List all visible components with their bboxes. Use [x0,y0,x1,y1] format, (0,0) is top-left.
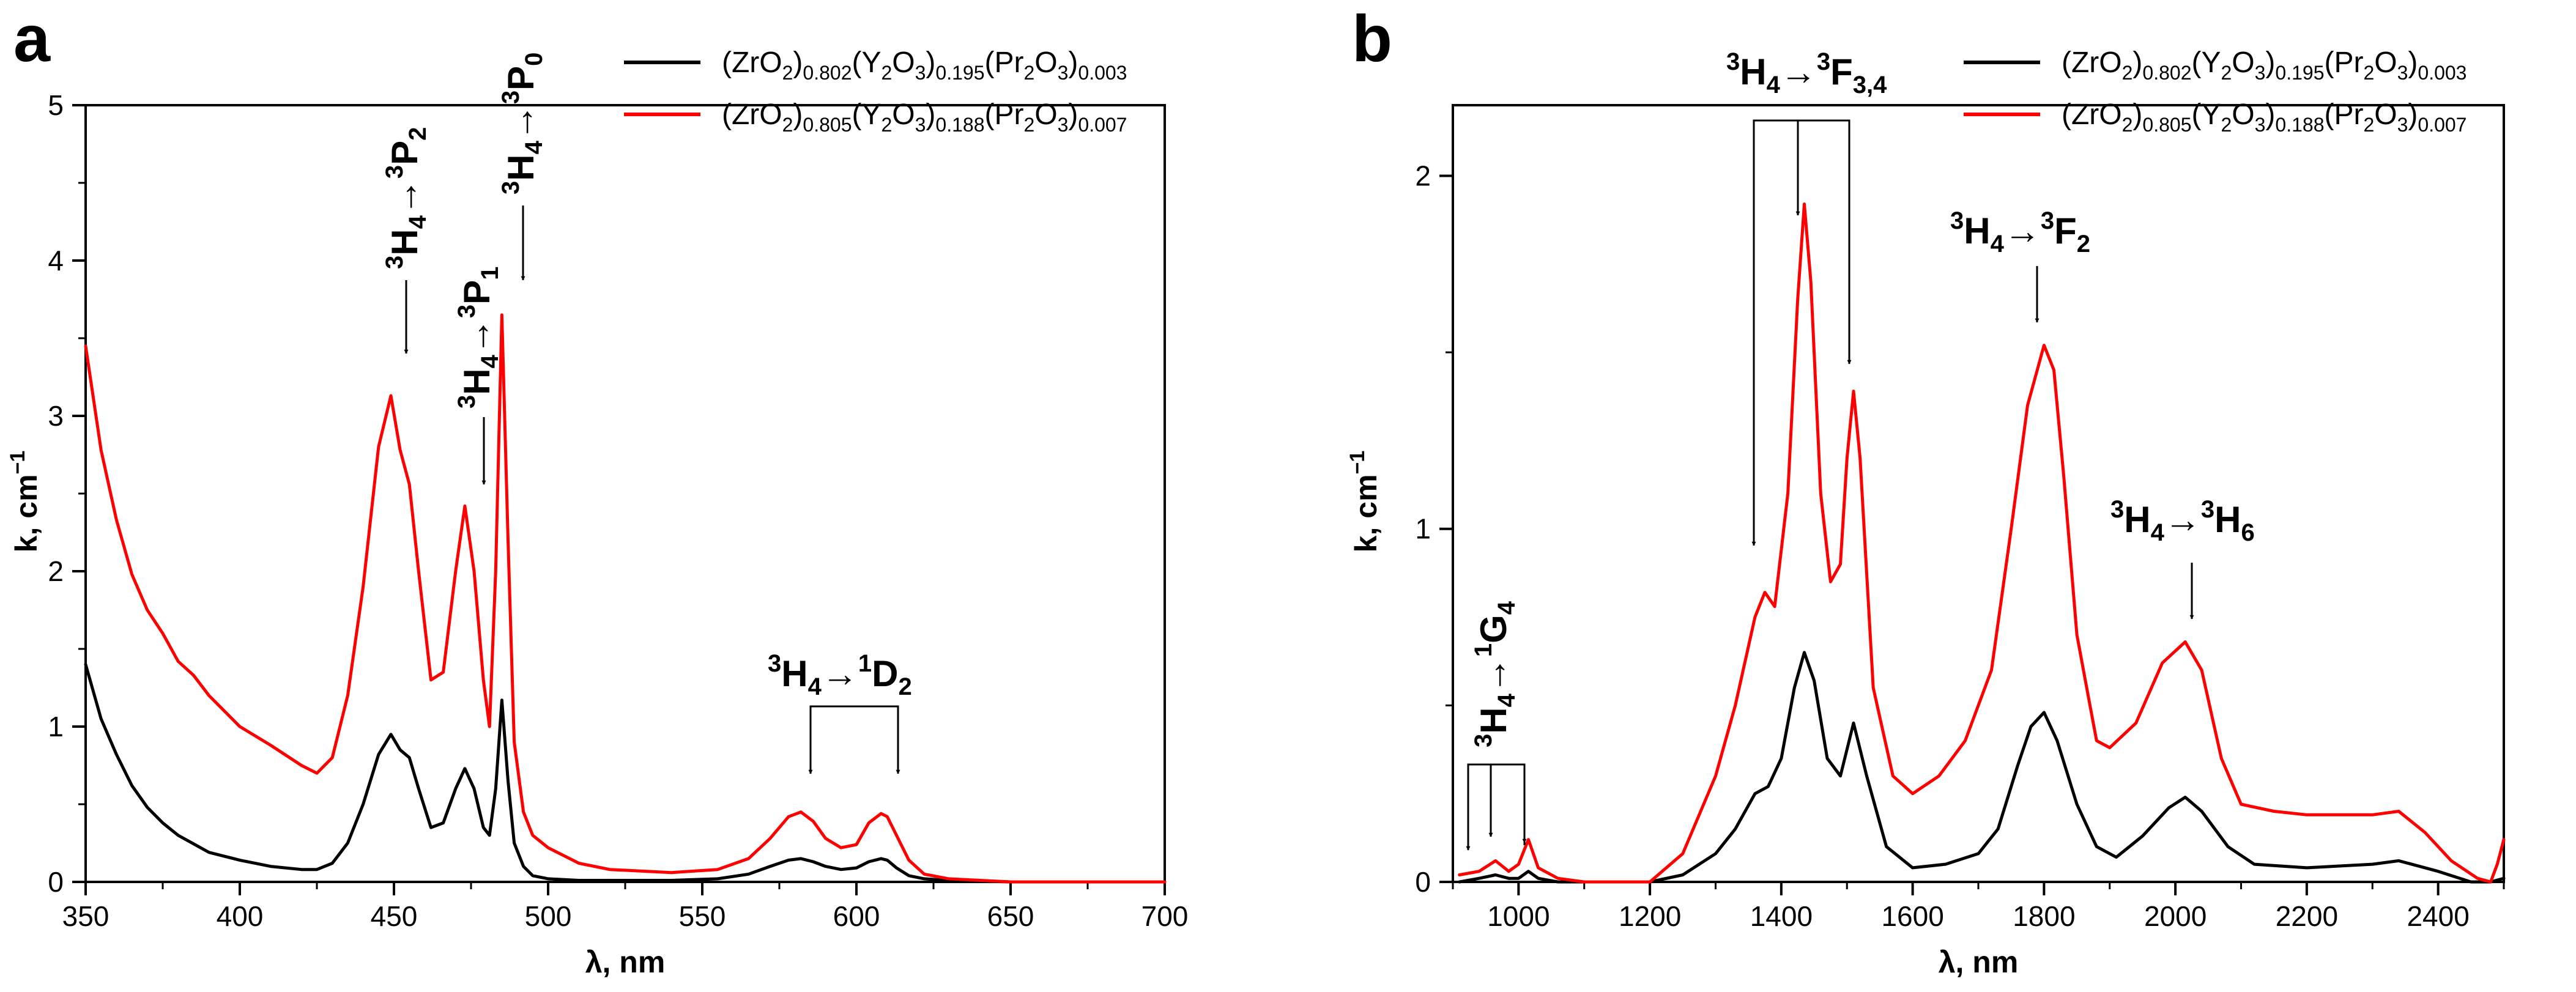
annotation-3H4-1D2: 3H4→1D2 [768,650,912,700]
panel-b-y-tick-label: 2 [1415,160,1431,191]
panel-b-x-tick-label: 2000 [2144,900,2207,932]
panel-b-x-axis-label: λ, nm [1939,945,2019,979]
panel-b-y-tick-label: 0 [1415,866,1431,898]
panel-a-annotations: 3H4→3P2 3H4→3P1 3H4→3P0 3H4→1D2 [381,53,912,774]
panel-a-x-tick-label: 650 [987,900,1034,932]
panel-a: a 350 400 450 500 550 600 650 700 0 1 2 3 4 5 λ, nm k… [6,1,1188,979]
panel-a-plot-frame [84,104,1166,883]
panel-a-series-black-line [84,662,1167,884]
panel-a-y-axis-label-group: k, cm−1 [6,451,43,553]
panel-a-y-tick-label: 1 [48,711,64,742]
panel-a-legend-entry-0: (ZrO2)0.802(Y2O3)0.195(Pr2O3)0.003 [722,46,1127,84]
panel-a-x-tick-label: 450 [371,900,418,932]
panel-a-x-tick-label: 600 [833,900,880,932]
bracket-3F34 [1753,119,1850,538]
bracket-1D2 [809,705,899,764]
annotation-3H4-3H6: 3H4→3H6 [2110,496,2255,546]
bracket-1G4 [1467,763,1526,845]
panel-b-y-axis-label-group: k, cm−1 [1346,451,1383,553]
panel-b-curves [1458,202,2506,884]
panel-b-axes: 1000 1200 1400 1600 1800 2000 2200 2400 0 1 2 [1415,160,2505,932]
panel-a-y-tick-label: 3 [48,400,64,432]
panel-b-x-tick-label: 2200 [2276,900,2338,932]
panel-a-y-tick-label: 5 [48,89,64,121]
panel-b-x-tick-label: 1200 [1619,900,1681,932]
annotation-3H4-3P0: 3H4→3P0 [497,53,547,194]
panel-b-y-tick-label: 1 [1415,513,1431,545]
panel-a-series-red-line [84,313,1167,884]
panel-b-x-tick-label: 1400 [1750,900,1813,932]
panel-a-x-tick-label: 500 [525,900,572,932]
panel-a-y-axis-label: k, cm [9,474,43,552]
panel-a-x-axis-label: λ, nm [585,945,666,979]
panel-a-legend: (ZrO2)0.802(Y2O3)0.195(Pr2O3)0.003 (ZrO2… [624,46,1127,136]
panel-b-series-black-line [1458,651,2506,884]
panel-a-curves [84,313,1167,884]
panel-a-x-tick-label: 400 [217,900,264,932]
panel-a-x-tick-label: 550 [679,900,726,932]
annotation-3H4-3F2: 3H4→3F2 [1950,207,2090,257]
panel-b-y-axis-label: k, cm [1349,474,1383,552]
panel-b-series-red-line [1458,202,2506,884]
panel-a-y-tick-label: 4 [48,245,64,276]
panel-b-x-tick-label: 1600 [1881,900,1943,932]
panel-a-axes: 350 400 450 500 550 600 650 700 0 1 2 3 4 5 [48,89,1188,932]
panel-a-y-tick-label: 0 [48,866,64,898]
annotation-3H4-3F34: 3H4→3F3,4 [1726,48,1887,98]
svg-text:k, cm−1: k, cm−1 [1346,451,1383,553]
annotation-3H4-3P1: 3H4→3P1 [453,267,503,409]
panel-a-label: a [13,1,51,75]
panel-a-y-axis-label-sup: −1 [6,451,29,475]
panel-b-x-tick-label: 1000 [1487,900,1550,932]
panel-a-y-tick-label: 2 [48,555,64,587]
panel-b-y-axis-label-sup: −1 [1346,451,1369,475]
panel-b-x-tick-label: 2400 [2407,900,2469,932]
panel-b: b 1000 1200 1400 1600 1800 2000 2200 2400 0 1 2 λ,… [1346,1,2506,979]
panel-b-legend: (ZrO2)0.802(Y2O3)0.195(Pr2O3)0.003 (ZrO2… [1964,46,2467,136]
annotation-3H4-3P2: 3H4→3P2 [381,127,431,269]
panel-b-legend-entry-0: (ZrO2)0.802(Y2O3)0.195(Pr2O3)0.003 [2062,46,2467,84]
panel-b-x-tick-label: 1800 [2013,900,2075,932]
panel-a-x-tick-label: 700 [1141,900,1189,932]
svg-text:k, cm−1: k, cm−1 [6,451,43,553]
panel-b-label: b [1352,1,1392,75]
annotation-3H4-1G4: 3H4→1G4 [1470,601,1520,747]
panel-a-x-tick-label: 350 [62,900,109,932]
panel-b-annotations: 3H4→1G4 3H4→3F3,4 3H4→3F2 3H4→3H6 [1466,48,2255,851]
